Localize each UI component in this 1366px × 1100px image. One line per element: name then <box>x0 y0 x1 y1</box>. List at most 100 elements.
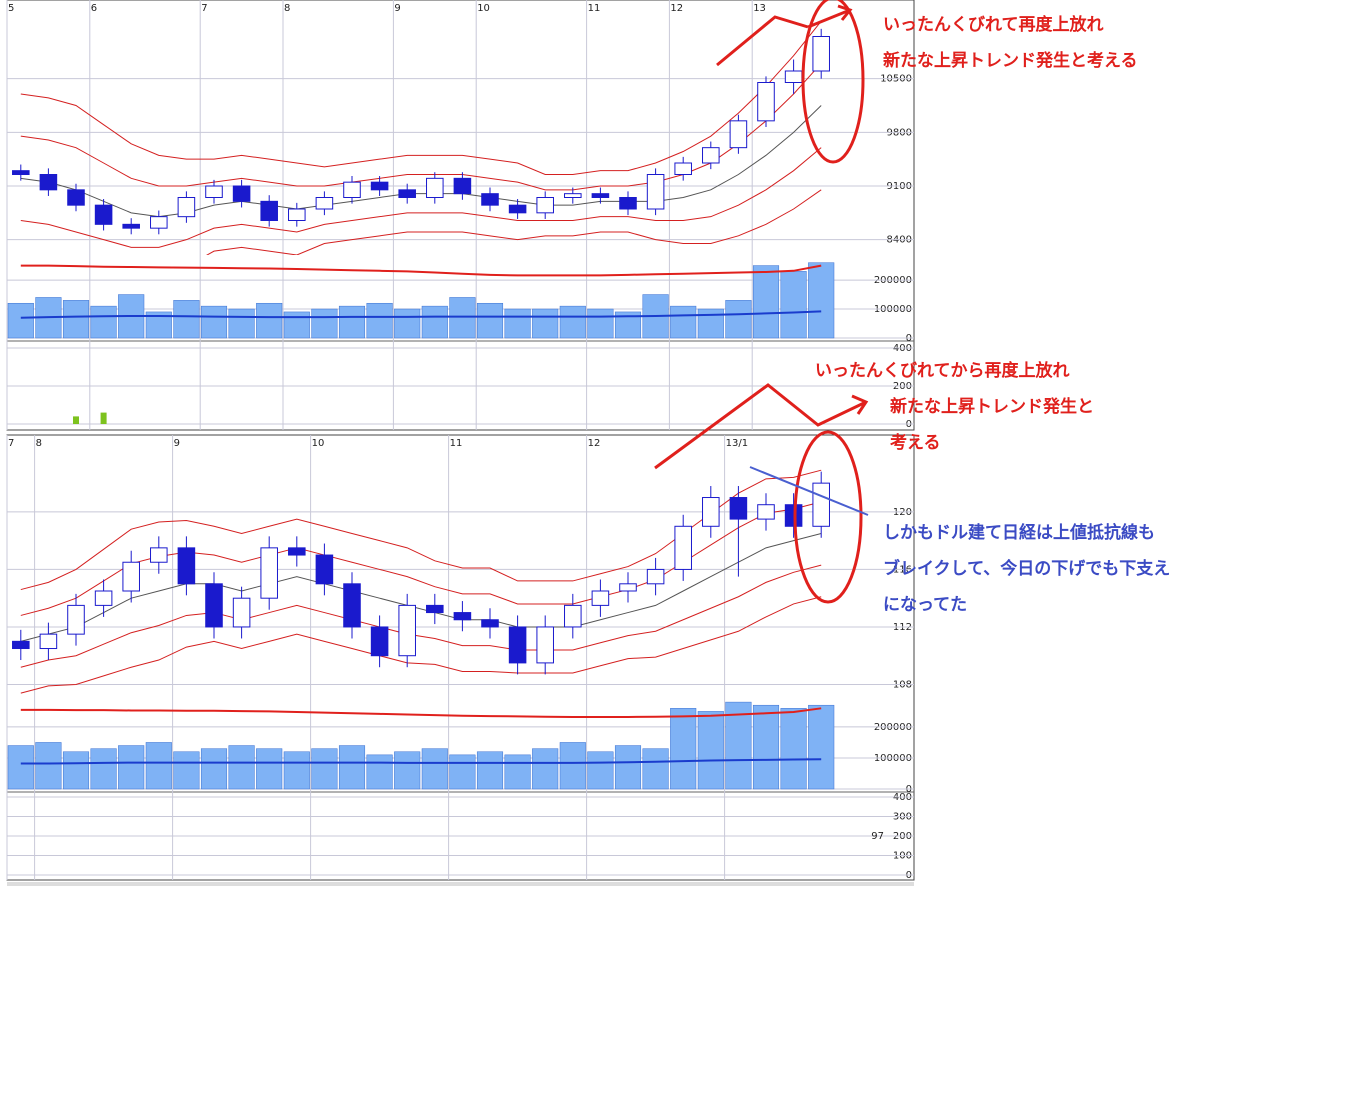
candle-body <box>508 626 527 664</box>
arrowhead <box>851 394 869 415</box>
volume-bar <box>35 742 62 790</box>
volume-bar <box>200 748 228 790</box>
annotation: 新たな上昇トレンド発生と <box>890 396 1094 417</box>
candle-body <box>702 497 720 527</box>
line <box>206 189 822 255</box>
volume-bar <box>532 308 559 339</box>
line <box>20 264 822 277</box>
volume-bar <box>614 745 642 790</box>
volume-bar <box>421 305 448 339</box>
candle-body <box>619 197 637 210</box>
volume-bar <box>228 745 255 790</box>
candle-body <box>260 547 278 599</box>
candle-body <box>812 482 830 527</box>
candle-body <box>67 189 85 206</box>
volume-bar <box>366 754 393 790</box>
volume-bar <box>476 751 504 790</box>
candle-body <box>288 208 306 221</box>
candle-body <box>232 185 251 202</box>
volume-bar <box>725 701 752 790</box>
candle-body <box>94 590 113 606</box>
x-tick-label: 11 <box>450 438 463 449</box>
volume-bar <box>256 748 283 790</box>
candle-body <box>39 633 58 650</box>
arrow <box>716 15 809 67</box>
volume-bar <box>587 751 614 790</box>
volume-bar <box>808 262 835 339</box>
volume-bar <box>256 302 283 339</box>
candle-body <box>619 583 637 592</box>
volume-bar <box>228 308 255 339</box>
volume-bar <box>90 305 117 339</box>
candle-body <box>674 525 692 570</box>
volume-bar <box>780 708 807 790</box>
x-tick-label: 10 <box>312 438 325 449</box>
arrow <box>807 8 851 29</box>
candle-body <box>481 193 499 206</box>
volume-bar <box>670 708 697 790</box>
volume-bar <box>504 754 531 790</box>
candle-body <box>646 568 665 585</box>
candle-body <box>370 181 389 191</box>
volume-bar <box>200 305 228 339</box>
volume-bar <box>752 704 780 790</box>
candle-body <box>370 626 389 657</box>
candle-body <box>177 547 196 585</box>
candle-body <box>564 604 582 628</box>
volume-bar <box>311 308 338 339</box>
candle-body <box>784 70 803 83</box>
volume-bar <box>7 745 34 790</box>
volume-bar <box>338 745 366 790</box>
volume-bar <box>449 754 476 790</box>
candle-body <box>94 204 113 225</box>
candle-body <box>702 147 720 164</box>
x-tick-label: 8 <box>284 3 290 14</box>
x-tick-label: 6 <box>91 3 97 14</box>
highlight-circle <box>801 0 865 164</box>
volume-bar <box>697 711 724 790</box>
candle-body <box>67 604 85 635</box>
x-tick-label: 11 <box>588 3 601 14</box>
candle-body <box>315 197 334 210</box>
x-tick-label: 10 <box>477 3 490 14</box>
annotation-shapes <box>7 0 914 886</box>
candle-body <box>205 185 223 198</box>
candle-body <box>232 597 251 628</box>
scrollbar[interactable] <box>7 882 914 886</box>
arrow <box>654 383 867 470</box>
annotation: 新たな上昇トレンド発生と考える <box>883 50 1138 71</box>
candle-body <box>260 200 278 221</box>
candle-body <box>122 223 140 229</box>
candle-body <box>343 181 361 199</box>
volume-bar <box>670 305 697 339</box>
volume-bar <box>780 271 807 339</box>
volume-bar <box>173 300 200 339</box>
volume-bar <box>394 751 421 790</box>
candle-body <box>757 504 775 520</box>
line <box>20 758 822 765</box>
line <box>20 596 822 694</box>
candle-body <box>564 193 582 199</box>
volume-bar <box>62 300 90 339</box>
resistance-line <box>749 466 869 516</box>
line <box>20 147 822 248</box>
line <box>20 20 822 175</box>
candle-body <box>426 177 444 198</box>
volume-bar <box>697 308 724 339</box>
candle-body <box>177 197 196 218</box>
annotation: 考える <box>889 432 941 453</box>
candle-body <box>12 170 30 176</box>
candle-body <box>12 640 30 650</box>
volume-bar <box>725 300 752 339</box>
volume-bar <box>62 751 90 790</box>
volume-bar <box>338 305 366 339</box>
annotation: いったんくびれてから再度上放れ <box>815 360 1070 381</box>
annotation: になってた <box>883 595 967 615</box>
charts: 5678910111213840091009800105000100000200… <box>6 0 915 881</box>
candle-body <box>508 204 527 214</box>
annotation: いったんくびれて再度上放れ <box>883 14 1104 35</box>
candle-body <box>729 497 748 520</box>
candle-body <box>39 174 58 191</box>
candle-body <box>453 177 472 195</box>
